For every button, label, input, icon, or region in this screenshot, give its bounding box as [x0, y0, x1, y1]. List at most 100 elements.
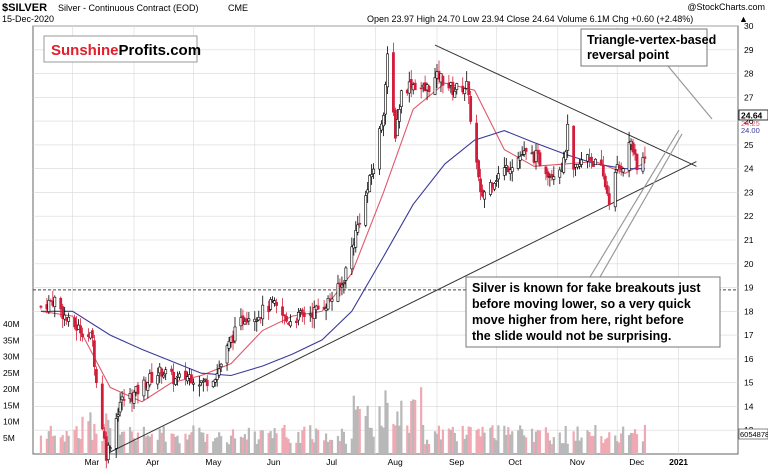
volume-bar: [578, 440, 581, 454]
price-candle: [338, 282, 342, 287]
volume-bar: [364, 416, 367, 454]
price-candle: [578, 163, 581, 167]
exchange-label: CME: [228, 3, 248, 13]
volume-bar: [121, 431, 124, 454]
price-candle: [192, 382, 195, 385]
price-candle: [120, 396, 124, 401]
price-candle: [289, 321, 292, 327]
price-tick-label: 20: [744, 259, 754, 269]
volume-bar: [330, 440, 334, 454]
volume-bar: [354, 409, 357, 454]
volume-bar: [586, 430, 589, 454]
volume-bar: [366, 405, 369, 454]
price-candle: [247, 318, 251, 322]
volume-bar: [410, 401, 413, 454]
volume-bar: [287, 438, 290, 454]
price-candle: [162, 374, 166, 378]
price-candle: [330, 298, 334, 302]
price-candle: [475, 122, 478, 163]
volume-bar: [633, 429, 637, 454]
price-tick-label: 19: [744, 283, 754, 293]
volume-bar: [400, 400, 403, 454]
price-candle: [132, 391, 136, 404]
price-candle: [225, 345, 229, 364]
price-tick-label: 27: [744, 92, 754, 102]
volume-bar: [511, 431, 514, 454]
volume-bar: [289, 442, 292, 454]
price-candle: [108, 447, 112, 449]
price-candle: [118, 401, 122, 413]
volume-bar: [79, 439, 82, 454]
price-candle: [160, 368, 164, 377]
volume-bar: [382, 427, 385, 454]
price-candle: [100, 383, 104, 430]
volume-bar: [51, 436, 54, 454]
annotation-bottom-line2: before moving lower, so a very quick: [472, 297, 691, 311]
volume-bar: [425, 439, 429, 454]
volume-bar: [378, 406, 381, 454]
volume-bar: [566, 443, 569, 454]
price-tick-label: 26: [744, 116, 754, 126]
volume-tick-label: 25M: [3, 368, 20, 378]
price-candle: [205, 380, 209, 387]
annotation-pointer-bottom-2: [599, 133, 683, 278]
volume-bar: [481, 426, 484, 454]
volume-bar: [81, 416, 84, 454]
price-candle: [409, 79, 413, 89]
volume-bar: [338, 440, 342, 454]
price-candle: [467, 81, 471, 96]
volume-bar: [546, 432, 549, 454]
price-candle: [354, 230, 358, 248]
volume-bar: [358, 408, 361, 454]
price-candle: [510, 167, 514, 172]
volume-bar: [643, 424, 647, 454]
volume-bar: [283, 424, 286, 454]
price-tick-label: 23: [744, 187, 754, 197]
price-candle: [504, 165, 508, 168]
volume-tick-label: 5M: [3, 433, 15, 443]
volume-bar: [45, 438, 48, 454]
price-candle: [536, 149, 540, 154]
price-candle: [643, 156, 647, 159]
annotation-pointer-bottom: [589, 129, 680, 278]
price-candle: [601, 165, 605, 177]
volume-layer: [39, 387, 647, 454]
price-candle: [358, 222, 362, 225]
price-candle: [316, 305, 320, 310]
volume-bar: [303, 426, 306, 454]
price-candle: [255, 320, 259, 322]
volume-bar: [170, 433, 173, 454]
price-tick-label: 16: [744, 354, 754, 364]
volume-bar: [95, 433, 98, 454]
price-candle: [489, 182, 492, 195]
volume-bar: [142, 426, 145, 454]
volume-bar: [315, 428, 318, 454]
price-candle: [397, 109, 401, 122]
price-candle: [483, 191, 486, 200]
ohlc-readout: Open 23.97 High 24.70 Low 23.94 Close 24…: [367, 14, 693, 24]
volume-bar: [214, 438, 217, 454]
volume-bar: [497, 425, 500, 454]
last-price-tag: 24.64: [741, 111, 763, 121]
symbol-label: $SILVER: [2, 2, 47, 14]
volume-bar: [47, 431, 50, 454]
volume-bar: [326, 441, 330, 454]
annotation-bottom-line1: Silver is known for fake breakouts just: [472, 281, 701, 295]
date-label: 15-Dec-2020: [2, 14, 54, 24]
price-candle: [633, 149, 637, 155]
ma-fast-tag: 24.25: [741, 119, 760, 128]
price-candle: [594, 158, 597, 166]
volume-bar: [608, 432, 611, 454]
volume-bar: [534, 431, 538, 454]
volume-bar: [269, 431, 272, 454]
price-candle: [201, 380, 205, 383]
price-candle: [427, 85, 431, 93]
volume-bar: [523, 435, 526, 454]
price-candle: [372, 168, 376, 174]
volume-bar: [162, 426, 165, 454]
volume-bar: [552, 437, 555, 454]
annotation-bottom-line4: the slide would not be surprising.: [472, 329, 671, 343]
volume-bar: [61, 435, 64, 454]
price-candle: [342, 282, 346, 285]
